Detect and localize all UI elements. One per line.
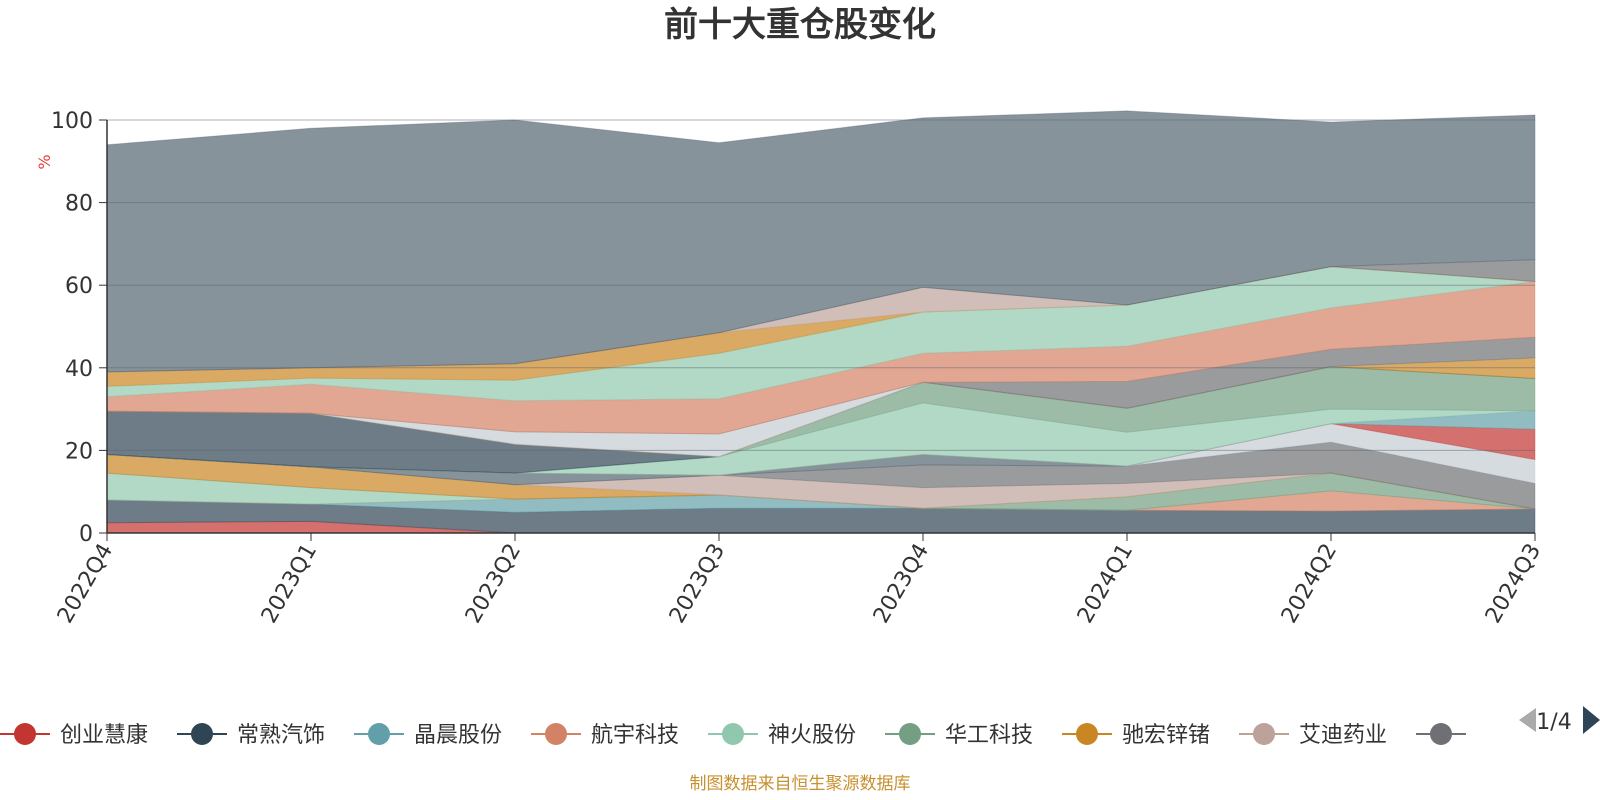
area-series-group bbox=[106, 110, 1536, 534]
legend-label: 晶晨股份 bbox=[414, 723, 502, 748]
y-axis-unit: % bbox=[35, 154, 54, 169]
legend-marker-icon bbox=[1430, 723, 1452, 745]
legend-item-6[interactable]: 华工科技 bbox=[885, 723, 1033, 748]
legend-item-4[interactable]: 航宇科技 bbox=[531, 723, 679, 748]
x-tick-label-2024Q1: 2024Q1 bbox=[1073, 540, 1138, 628]
legend-items: 创业慧康 常熟汽饰 晶晨股份 航宇科技 神火股份 华工科技 驰宏锌锗 艾迪药业 bbox=[0, 723, 1466, 748]
legend-page-indicator: 1/4 bbox=[1536, 710, 1571, 735]
y-tick-label-80: 80 bbox=[65, 192, 93, 217]
legend-pager: 1/4 bbox=[1519, 706, 1600, 735]
legend-item-7[interactable]: 驰宏锌锗 bbox=[1062, 723, 1210, 748]
area-series-25[interactable] bbox=[106, 110, 1536, 373]
x-tick-label-2023Q4: 2023Q4 bbox=[869, 540, 934, 628]
area-series-19[interactable] bbox=[106, 336, 1536, 435]
legend-marker-icon bbox=[899, 723, 921, 745]
legend-item-5[interactable]: 神火股份 bbox=[708, 723, 856, 748]
legend-next-arrow-icon[interactable] bbox=[1583, 706, 1600, 734]
legend-marker-icon bbox=[368, 723, 390, 745]
legend-marker-icon bbox=[191, 723, 213, 745]
x-tick-label-2024Q2: 2024Q2 bbox=[1277, 540, 1342, 628]
legend-label: 创业慧康 bbox=[60, 723, 148, 748]
y-tick-label-40: 40 bbox=[65, 357, 93, 382]
y-tick-label-100: 100 bbox=[51, 109, 93, 134]
legend-prev-arrow-icon[interactable] bbox=[1519, 708, 1536, 732]
x-tick-label-2022Q4: 2022Q4 bbox=[53, 540, 118, 628]
y-tick-label-60: 60 bbox=[65, 274, 93, 299]
legend-item-9[interactable] bbox=[1416, 723, 1466, 745]
area-series-20[interactable] bbox=[106, 280, 1536, 435]
legend-label: 常熟汽饰 bbox=[237, 723, 325, 748]
legend-item-2[interactable]: 常熟汽饰 bbox=[177, 723, 325, 748]
legend-marker-icon bbox=[722, 723, 744, 745]
data-source-note: 制图数据来自恒生聚源数据库 bbox=[690, 774, 911, 794]
legend-label: 神火股份 bbox=[768, 723, 856, 748]
legend-marker-icon bbox=[1076, 723, 1098, 745]
chart-title: 前十大重仓股变化 bbox=[664, 5, 936, 45]
y-tick-label-0: 0 bbox=[79, 522, 93, 547]
legend-item-3[interactable]: 晶晨股份 bbox=[354, 723, 502, 748]
x-tick-label-2023Q3: 2023Q3 bbox=[665, 540, 730, 628]
legend-item-1[interactable]: 创业慧康 bbox=[0, 723, 148, 748]
legend-marker-icon bbox=[545, 723, 567, 745]
y-tick-label-20: 20 bbox=[65, 439, 93, 464]
grid-lines bbox=[107, 119, 1535, 451]
legend-label: 艾迪药业 bbox=[1299, 723, 1387, 748]
legend-marker-icon bbox=[14, 723, 36, 745]
x-tick-label-2023Q1: 2023Q1 bbox=[257, 540, 322, 628]
legend-marker-icon bbox=[1253, 723, 1275, 745]
legend: 创业慧康 常熟汽饰 晶晨股份 航宇科技 神火股份 华工科技 驰宏锌锗 艾迪药业 bbox=[0, 723, 1466, 748]
x-tick-label-2024Q3: 2024Q3 bbox=[1481, 540, 1546, 628]
legend-label: 航宇科技 bbox=[591, 723, 679, 748]
legend-item-8[interactable]: 艾迪药业 bbox=[1239, 723, 1387, 748]
x-tick-label-2023Q2: 2023Q2 bbox=[461, 540, 526, 628]
legend-label: 华工科技 bbox=[945, 723, 1033, 748]
legend-label: 驰宏锌锗 bbox=[1122, 723, 1210, 748]
